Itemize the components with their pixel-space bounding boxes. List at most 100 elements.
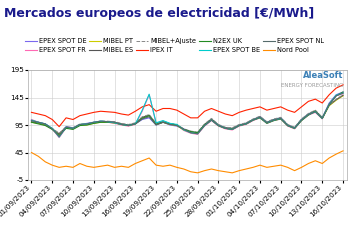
Nord Pool (57, 166, 61, 169)
N2EX UK (279, 118, 283, 120)
MIBEL PT (216, 124, 221, 127)
EPEX SPOT BE (251, 118, 255, 122)
N2EX UK (133, 122, 138, 126)
EPEX SPOT NL (216, 124, 221, 127)
EPEX SPOT DE (126, 124, 131, 126)
EPEX SPOT BE (29, 118, 34, 122)
EPEX SPOT BE (126, 124, 131, 127)
EPEX SPOT BE (92, 121, 96, 124)
EPEX SPOT FR (29, 118, 34, 121)
IPEX IT (182, 112, 186, 116)
EPEX SPOT NL (258, 116, 262, 119)
EPEX SPOT NL (36, 121, 41, 124)
Line: Nord Pool: Nord Pool (32, 151, 343, 173)
N2EX UK (313, 110, 317, 113)
EPEX SPOT BE (202, 124, 206, 127)
EPEX SPOT BE (71, 127, 75, 130)
Nord Pool (182, 168, 186, 170)
Nord Pool (147, 156, 151, 160)
MIBEL+Ajuste (223, 126, 228, 129)
Line: EPEX SPOT DE: EPEX SPOT DE (32, 92, 343, 136)
EPEX SPOT DE (341, 90, 345, 94)
IPEX IT (147, 103, 151, 106)
MIBEL PT (64, 126, 68, 129)
EPEX SPOT BE (64, 126, 68, 129)
IPEX IT (313, 98, 317, 101)
MIBEL PT (265, 121, 269, 124)
MIBEL PT (293, 127, 297, 130)
EPEX SPOT BE (334, 94, 338, 97)
MIBEL+Ajuste (50, 127, 54, 130)
EPEX SPOT DE (320, 116, 324, 119)
MIBEL PT (258, 116, 262, 119)
Nord Pool (293, 169, 297, 172)
MIBEL PT (230, 127, 235, 130)
MIBEL+Ajuste (196, 131, 200, 134)
MIBEL ES (99, 120, 103, 123)
MIBEL ES (196, 131, 200, 134)
EPEX SPOT DE (71, 126, 75, 129)
MIBEL PT (189, 131, 193, 134)
MIBEL ES (251, 118, 255, 121)
EPEX SPOT BE (78, 123, 82, 126)
Nord Pool (306, 162, 310, 165)
MIBEL+Ajuste (320, 116, 324, 119)
EPEX SPOT BE (50, 127, 54, 130)
EPEX SPOT BE (175, 123, 179, 126)
EPEX SPOT NL (327, 102, 331, 106)
EPEX SPOT DE (334, 93, 338, 96)
N2EX UK (78, 124, 82, 127)
EPEX SPOT NL (251, 118, 255, 122)
EPEX SPOT BE (327, 102, 331, 106)
IPEX IT (175, 109, 179, 112)
MIBEL PT (154, 123, 158, 126)
MIBEL ES (313, 109, 317, 112)
EPEX SPOT FR (147, 93, 151, 96)
EPEX SPOT NL (196, 132, 200, 135)
EPEX SPOT DE (175, 124, 179, 128)
EPEX SPOT BE (299, 118, 303, 122)
EPEX SPOT NL (43, 122, 47, 126)
EPEX SPOT DE (293, 126, 297, 129)
MIBEL PT (133, 122, 138, 126)
EPEX SPOT DE (279, 116, 283, 119)
MIBEL ES (223, 126, 228, 129)
EPEX SPOT DE (216, 124, 221, 126)
EPEX SPOT DE (99, 120, 103, 123)
Nord Pool (196, 171, 200, 174)
EPEX SPOT DE (50, 127, 54, 130)
N2EX UK (258, 116, 262, 119)
IPEX IT (258, 105, 262, 108)
Nord Pool (126, 166, 131, 169)
EPEX SPOT BE (57, 136, 61, 138)
EPEX SPOT BE (112, 121, 117, 124)
MIBEL ES (119, 122, 124, 126)
MIBEL ES (112, 121, 117, 124)
EPEX SPOT FR (320, 118, 324, 120)
EPEX SPOT BE (43, 122, 47, 126)
MIBEL+Ajuste (154, 122, 158, 125)
EPEX SPOT NL (286, 124, 290, 127)
N2EX UK (189, 130, 193, 133)
EPEX SPOT NL (85, 122, 89, 126)
MIBEL PT (50, 127, 54, 130)
EPEX SPOT FR (78, 124, 82, 126)
IPEX IT (209, 107, 214, 110)
EPEX SPOT FR (43, 124, 47, 126)
EPEX SPOT DE (43, 122, 47, 126)
MIBEL ES (230, 127, 235, 130)
EPEX SPOT NL (313, 110, 317, 113)
EPEX SPOT NL (50, 127, 54, 130)
Nord Pool (71, 166, 75, 169)
EPEX SPOT BE (85, 122, 89, 126)
EPEX SPOT DE (251, 118, 255, 121)
EPEX SPOT NL (209, 118, 214, 122)
MIBEL PT (223, 127, 228, 130)
EPEX SPOT NL (223, 127, 228, 130)
IPEX IT (99, 110, 103, 113)
MIBEL+Ajuste (341, 93, 345, 96)
EPEX SPOT NL (147, 115, 151, 118)
MIBEL+Ajuste (182, 127, 186, 130)
EPEX SPOT BE (272, 118, 276, 122)
EPEX SPOT FR (154, 122, 158, 125)
